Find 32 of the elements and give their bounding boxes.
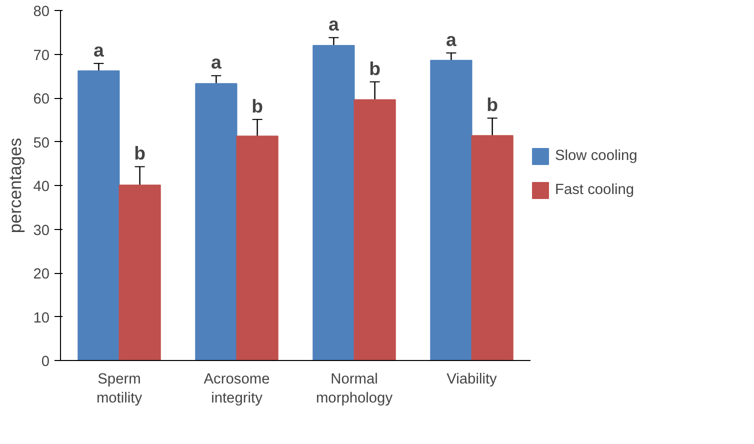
data-label: a (328, 14, 340, 35)
y-tick-label: 60 (33, 92, 50, 108)
data-label: b (134, 142, 146, 164)
y-tick-label: 40 (33, 179, 50, 195)
y-tick-label: 30 (33, 222, 50, 239)
data-label: b (486, 94, 498, 116)
bar (354, 99, 396, 360)
x-tick-label: Normal morphology (316, 372, 394, 407)
y-tick-label: 20 (33, 266, 50, 282)
legend-label: Slow cooling (555, 148, 638, 164)
bar (195, 83, 238, 360)
data-label: a (446, 28, 457, 50)
y-tick-label: 80 (33, 4, 50, 20)
bar (236, 136, 278, 360)
data-label: a (211, 52, 222, 73)
y-tick-label: 0 (41, 354, 50, 370)
data-label: a (94, 39, 104, 60)
y-tick-label: 70 (33, 48, 50, 64)
x-tick-label: Acrosome integrity (204, 372, 270, 407)
bar (471, 135, 514, 360)
y-tick-label: 50 (33, 135, 50, 152)
bar (312, 45, 355, 360)
data-label: b (252, 95, 264, 116)
bar (430, 60, 472, 360)
legend-label: Fast cooling (555, 182, 634, 198)
data-label: b (369, 58, 381, 79)
bar (118, 184, 161, 360)
x-tick-label: Viability (446, 372, 498, 388)
x-tick-label: Sperm motility (96, 372, 143, 407)
bar (78, 70, 120, 360)
y-axis-title: percentages (5, 137, 26, 234)
y-tick-label: 10 (33, 310, 50, 326)
